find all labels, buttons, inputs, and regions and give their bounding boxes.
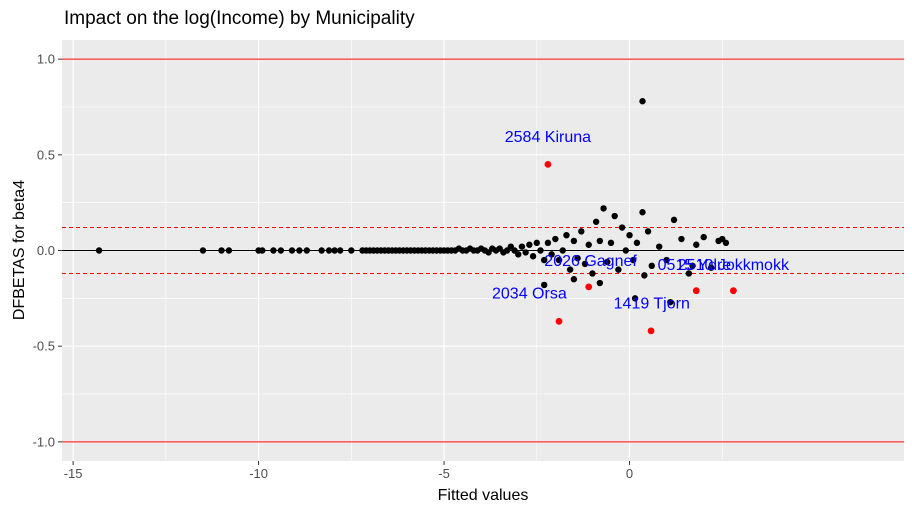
data-point [570, 237, 578, 245]
data-point [277, 247, 285, 254]
data-point [693, 241, 700, 248]
y-axis-title: DFBETAS for beta4 [11, 179, 28, 321]
data-point [555, 256, 563, 264]
data-point [537, 247, 544, 254]
data-point [541, 256, 548, 264]
data-point [570, 276, 578, 283]
data-point [581, 260, 589, 268]
data-point [95, 247, 103, 254]
data-point [633, 239, 641, 247]
data-point [719, 235, 726, 243]
highlighted-point [555, 317, 563, 325]
highlighted-point [692, 287, 700, 295]
data-point [548, 251, 555, 258]
chart-title: Impact on the log(Income) by Municipalit… [64, 8, 415, 29]
y-tick-label: -1.0 [33, 434, 55, 449]
point-annotation: 2034 Orsa [492, 286, 567, 303]
data-point [585, 241, 592, 248]
data-point [700, 233, 707, 241]
data-point [563, 231, 570, 239]
point-annotation: 2026 Gagnef [544, 253, 637, 270]
x-tick-label: -15 [64, 466, 83, 481]
data-point [618, 224, 626, 231]
data-point [678, 235, 685, 243]
data-point [270, 247, 277, 254]
data-point [670, 216, 678, 224]
data-point [325, 247, 333, 254]
data-point [225, 247, 233, 254]
data-point [199, 247, 207, 254]
data-point [336, 247, 344, 254]
data-point [552, 235, 559, 243]
data-point [655, 243, 663, 250]
x-tick-label: -5 [438, 466, 450, 481]
data-point [596, 279, 604, 287]
highlighted-point [585, 283, 593, 291]
point-annotation: 0515 Ydre [658, 257, 732, 274]
data-point [218, 247, 225, 254]
x-tick-label: 0 [626, 466, 633, 481]
data-point [533, 239, 540, 247]
data-point [303, 247, 311, 254]
data-point [607, 239, 615, 247]
data-point [663, 256, 670, 264]
data-point [630, 256, 637, 264]
data-points [95, 98, 730, 306]
highlighted-point [729, 287, 737, 295]
data-point [541, 281, 548, 289]
data-point [689, 262, 696, 270]
data-point [596, 237, 604, 245]
point-annotation: 2510 Jokkmokk [678, 257, 790, 274]
data-point [592, 218, 600, 225]
data-point [589, 270, 596, 277]
data-point [559, 247, 566, 254]
y-tick-label: 0.5 [37, 147, 55, 162]
point-annotation: 2584 Kiruna [505, 129, 591, 146]
data-point [578, 228, 585, 235]
data-point [667, 298, 674, 306]
data-point [631, 295, 639, 302]
data-point [288, 247, 296, 254]
data-point [626, 231, 633, 239]
data-point [259, 247, 266, 254]
data-point [574, 254, 581, 262]
y-axis-ticks: -1.0 -0.5 0.0 0.5 1.0 [33, 52, 62, 449]
highlighted-point [544, 160, 552, 168]
y-tick-label: 1.0 [37, 52, 55, 67]
data-point [604, 258, 611, 266]
annotations: 2584 Kiruna 2034 Orsa 2026 Gagnef 1419 Tjor… [492, 129, 790, 313]
data-point [648, 262, 655, 270]
data-point [348, 247, 355, 254]
data-point [622, 247, 630, 254]
data-point [515, 251, 522, 258]
data-point [566, 266, 574, 273]
point-annotation: 1419 Tjorn [614, 295, 690, 312]
data-point [644, 228, 652, 235]
data-point [615, 266, 622, 273]
x-axis-title: Fitted values [437, 487, 529, 504]
data-point [526, 241, 533, 248]
data-point [296, 247, 303, 254]
data-point [685, 270, 693, 277]
data-point [639, 98, 646, 105]
y-tick-label: 0.0 [37, 243, 55, 258]
data-point [639, 209, 646, 216]
data-point [318, 247, 325, 254]
data-point [611, 212, 618, 220]
data-point [518, 243, 526, 250]
data-point [641, 272, 648, 279]
highlighted-point [647, 327, 655, 335]
data-point [522, 249, 529, 256]
x-axis-ticks: -15 -10 -5 0 [64, 461, 633, 481]
highlighted-points [544, 160, 737, 335]
data-point [707, 264, 715, 271]
y-tick-label: -0.5 [33, 339, 55, 354]
data-point [544, 239, 552, 247]
data-point [529, 253, 537, 260]
data-point [331, 247, 338, 254]
data-point [600, 205, 607, 212]
x-tick-label: -10 [249, 466, 268, 481]
